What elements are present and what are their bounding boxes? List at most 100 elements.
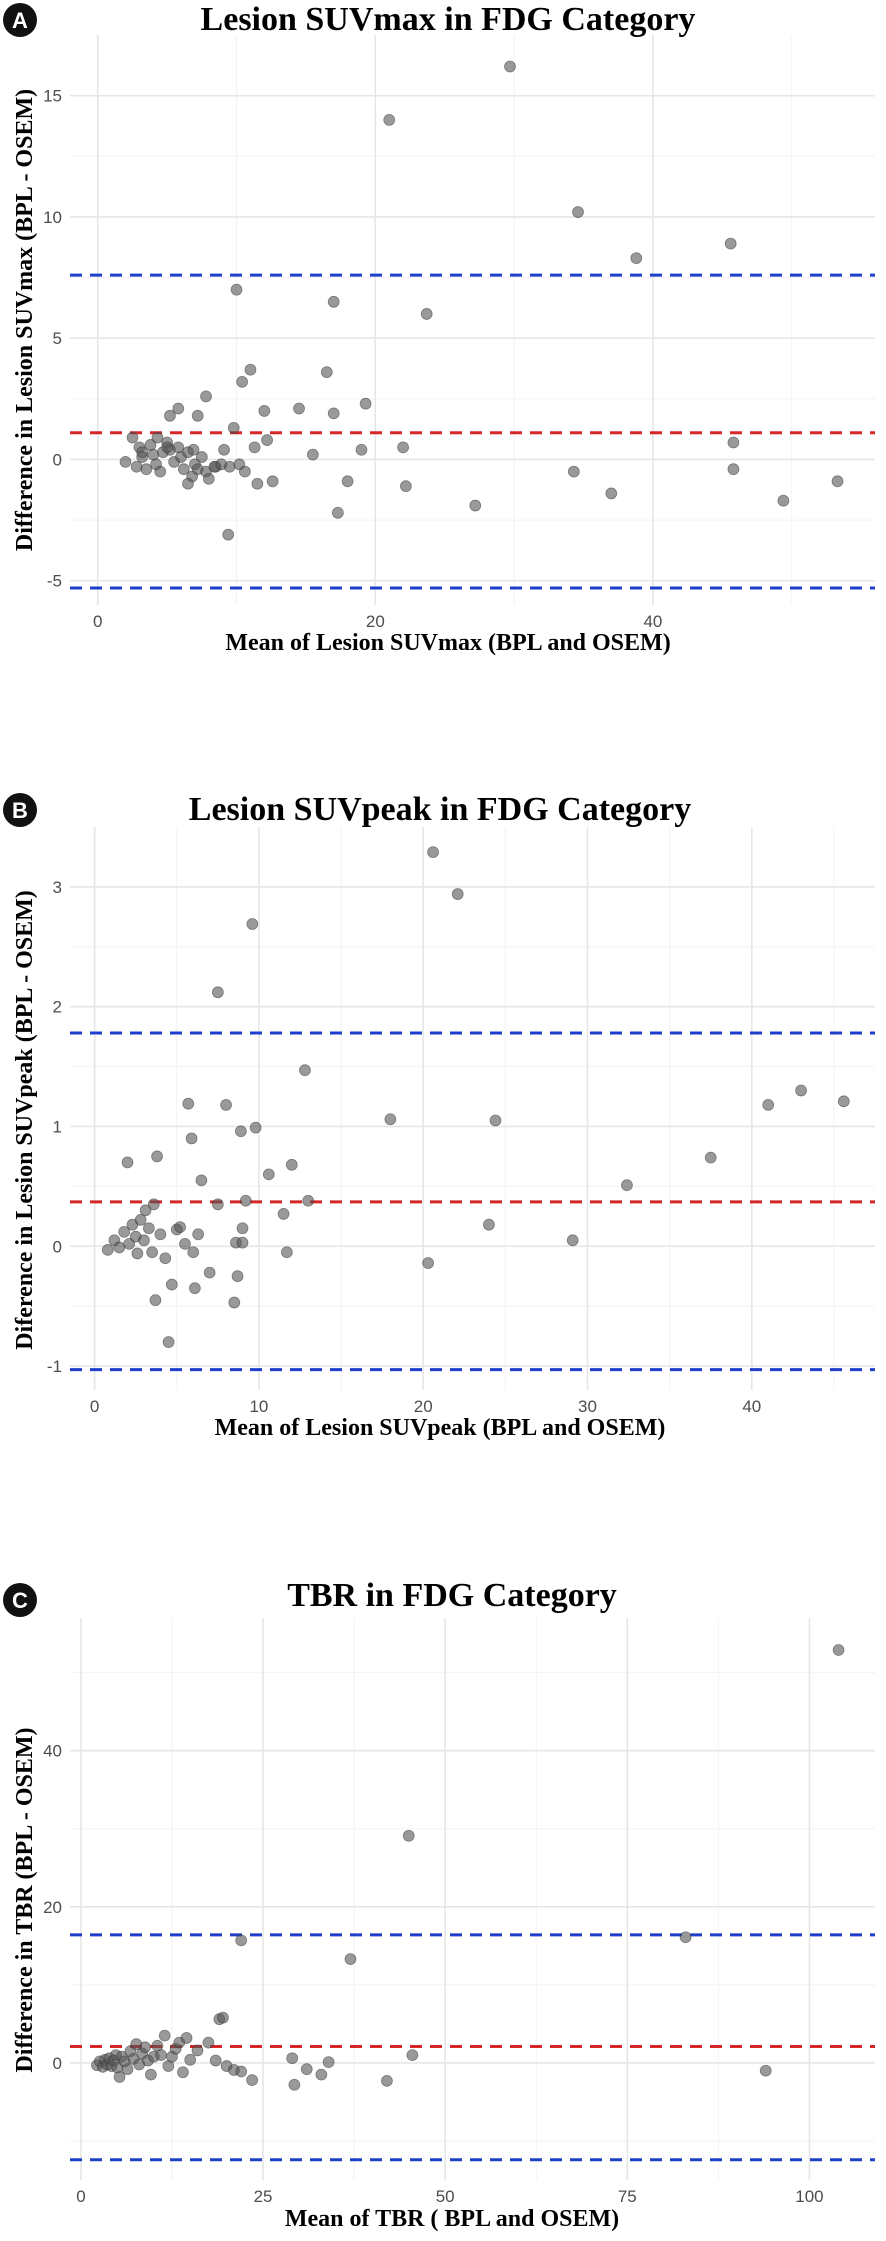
chart-title: Lesion SUVpeak in FDG Category (189, 791, 691, 828)
x-tick-label: 0 (90, 1397, 99, 1416)
x-tick-label: 20 (366, 612, 385, 631)
data-point (327, 295, 340, 308)
data-point (144, 2068, 157, 2081)
data-point (285, 1158, 298, 1171)
data-point (200, 390, 212, 403)
data-point (134, 1214, 147, 1226)
data-point (315, 2068, 328, 2081)
data-point (149, 1294, 162, 1307)
data-point (217, 2011, 229, 2024)
data-point (727, 463, 740, 476)
data-point (331, 506, 344, 519)
data-point (236, 1222, 249, 1235)
data-point (246, 2074, 259, 2086)
y-tick-label: 0 (53, 2054, 62, 2073)
data-point (174, 1221, 186, 1233)
data-point (704, 1151, 717, 1164)
data-point (222, 528, 235, 541)
data-point (397, 441, 410, 454)
data-point (727, 436, 740, 449)
data-point (299, 1064, 311, 1077)
data-point (191, 409, 204, 422)
x-axis-label: Mean of Lesion SUVmax (BPL and OSEM) (225, 630, 670, 656)
data-point (341, 475, 354, 488)
data-point (155, 2049, 167, 2062)
data-point (566, 1234, 579, 1247)
y-tick-label: 1 (53, 1117, 62, 1136)
data-point (121, 2063, 134, 2076)
data-point (203, 1266, 216, 1279)
data-point (142, 1222, 155, 1235)
data-point (483, 1218, 495, 1231)
data-point (277, 1208, 290, 1220)
data-point (195, 451, 208, 463)
data-point (567, 465, 580, 478)
data-point (322, 2056, 335, 2069)
plot-area: 0 25 50 75 100 0 20 40 (43, 1618, 875, 2206)
panel-label: C (12, 1588, 28, 1613)
data-point (136, 446, 149, 459)
data-point (832, 1644, 845, 1656)
chart-title: Lesion SUVmax in FDG Category (201, 1, 696, 38)
data-point (280, 1246, 293, 1259)
data-point (469, 499, 482, 512)
data-point (211, 1198, 224, 1211)
data-point (159, 1252, 172, 1265)
panel-c: C TBR in FDG Category Difference in TBR … (3, 1577, 875, 2232)
data-point (172, 441, 185, 454)
data-point (158, 2029, 171, 2042)
data-point (147, 448, 160, 461)
y-tick-label: 2 (53, 998, 62, 1017)
data-point (101, 1243, 114, 1256)
data-point (777, 494, 790, 507)
data-point (236, 375, 249, 388)
data-point (138, 1234, 150, 1247)
data-point (228, 1296, 241, 1309)
data-point (302, 1194, 315, 1207)
data-point (795, 1084, 807, 1097)
y-tick-label: 10 (43, 208, 62, 227)
plot-area: 0 10 20 30 40 -1 0 1 2 3 (47, 827, 875, 1416)
y-axis-label: Diference in Lesion SUVpeak (BPL - OSEM) (12, 890, 38, 1350)
x-tick-label: 10 (249, 1397, 268, 1416)
data-point (679, 1931, 692, 1944)
data-point (381, 2074, 393, 2087)
data-point (230, 283, 243, 296)
data-point (154, 1228, 167, 1241)
data-point (420, 308, 433, 320)
data-point (187, 1246, 200, 1259)
data-point (235, 2065, 248, 2078)
data-point (154, 465, 167, 478)
data-point (286, 2052, 299, 2065)
y-tick-label: 0 (53, 1237, 62, 1256)
data-point (239, 1194, 252, 1207)
x-tick-label: 0 (93, 612, 102, 631)
data-point (759, 2064, 772, 2077)
data-point (293, 402, 305, 415)
data-point (182, 1097, 195, 1110)
data-point (215, 458, 228, 471)
data-point (762, 1099, 775, 1111)
data-point (188, 1282, 201, 1295)
data-point (147, 1198, 160, 1211)
y-tick-label: -5 (47, 572, 62, 591)
y-tick-label: 40 (43, 1742, 62, 1761)
data-point (118, 1225, 131, 1238)
data-point (422, 1257, 435, 1269)
data-point (218, 443, 230, 456)
data-point (249, 1121, 262, 1134)
y-tick-label: 0 (53, 450, 62, 469)
panel-label: A (12, 8, 28, 33)
data-point (220, 1099, 232, 1111)
data-point (258, 405, 271, 417)
data-point (177, 463, 190, 476)
data-point (262, 1168, 275, 1181)
data-point (121, 1156, 134, 1169)
data-point (831, 475, 844, 488)
data-point (406, 2049, 419, 2062)
x-axis-label: Mean of TBR ( BPL and OSEM) (285, 2206, 619, 2232)
data-point (139, 2041, 151, 2054)
x-axis-label: Mean of Lesion SUVpeak (BPL and OSEM) (215, 1415, 666, 1441)
data-point (227, 422, 240, 434)
